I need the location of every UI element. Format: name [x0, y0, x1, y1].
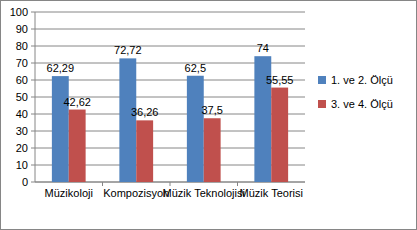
y-axis: [35, 12, 36, 182]
data-label: 55,55: [266, 74, 294, 86]
chart-frame: [1, 1, 417, 230]
y-tick-label: 90: [16, 23, 28, 35]
y-tick: [31, 114, 35, 115]
data-label: 74: [257, 42, 269, 54]
bar: [69, 110, 86, 182]
x-tick-label: Müzik Teorisi: [240, 187, 303, 199]
legend-label: 3. ve 4. Ölçü: [331, 98, 393, 110]
y-tick-label: 70: [16, 57, 28, 69]
data-label: 72,72: [114, 44, 142, 56]
bar: [187, 76, 204, 182]
data-label: 62,5: [185, 62, 206, 74]
bar: [136, 120, 153, 182]
y-tick: [31, 63, 35, 64]
y-tick: [31, 97, 35, 98]
y-tick: [31, 148, 35, 149]
y-tick: [31, 46, 35, 47]
chart-svg: 0 10 20 30 40 50 60 70 80 90 100 Müzikoloji 62,29 42,…: [0, 0, 417, 230]
y-tick: [31, 182, 35, 183]
y-tick-label: 40: [16, 108, 28, 120]
chart-container: 0 10 20 30 40 50 60 70 80 90 100 Müzikoloji 62,29 42,…: [0, 0, 417, 230]
x-tick-label: Müzik Teknolojisi: [163, 187, 245, 199]
bars: [52, 56, 288, 182]
data-label: 37,5: [201, 104, 222, 116]
y-tick-label: 60: [16, 74, 28, 86]
data-label: 36,26: [131, 106, 159, 118]
bar: [271, 88, 288, 182]
y-tick-label: 0: [22, 176, 28, 188]
y-tick-label: 30: [16, 125, 28, 137]
bar: [204, 118, 221, 182]
y-tick: [31, 131, 35, 132]
data-label: 62,29: [47, 62, 75, 74]
bar: [119, 58, 136, 182]
y-tick-label: 100: [10, 6, 28, 18]
legend-swatch: [318, 76, 326, 84]
x-tick: [102, 182, 103, 186]
y-tick-label: 20: [16, 142, 28, 154]
grid-line: [35, 12, 305, 13]
y-tick-label: 10: [16, 159, 28, 171]
y-tick-label: 80: [16, 40, 28, 52]
legend-swatch: [318, 100, 326, 108]
x-tick-label: Kompozisyon: [103, 187, 169, 199]
y-tick: [31, 80, 35, 81]
legend-label: 1. ve 2. Ölçü: [331, 74, 393, 86]
bar: [52, 76, 69, 182]
y-tick: [31, 165, 35, 166]
x-tick-label: Müzikoloji: [45, 187, 93, 199]
data-label: 42,62: [63, 96, 91, 108]
y-tick: [31, 29, 35, 30]
x-tick: [170, 182, 171, 186]
y-tick-label: 50: [16, 91, 28, 103]
x-tick: [237, 182, 238, 186]
y-tick: [31, 12, 35, 13]
grid-line: [35, 29, 305, 30]
